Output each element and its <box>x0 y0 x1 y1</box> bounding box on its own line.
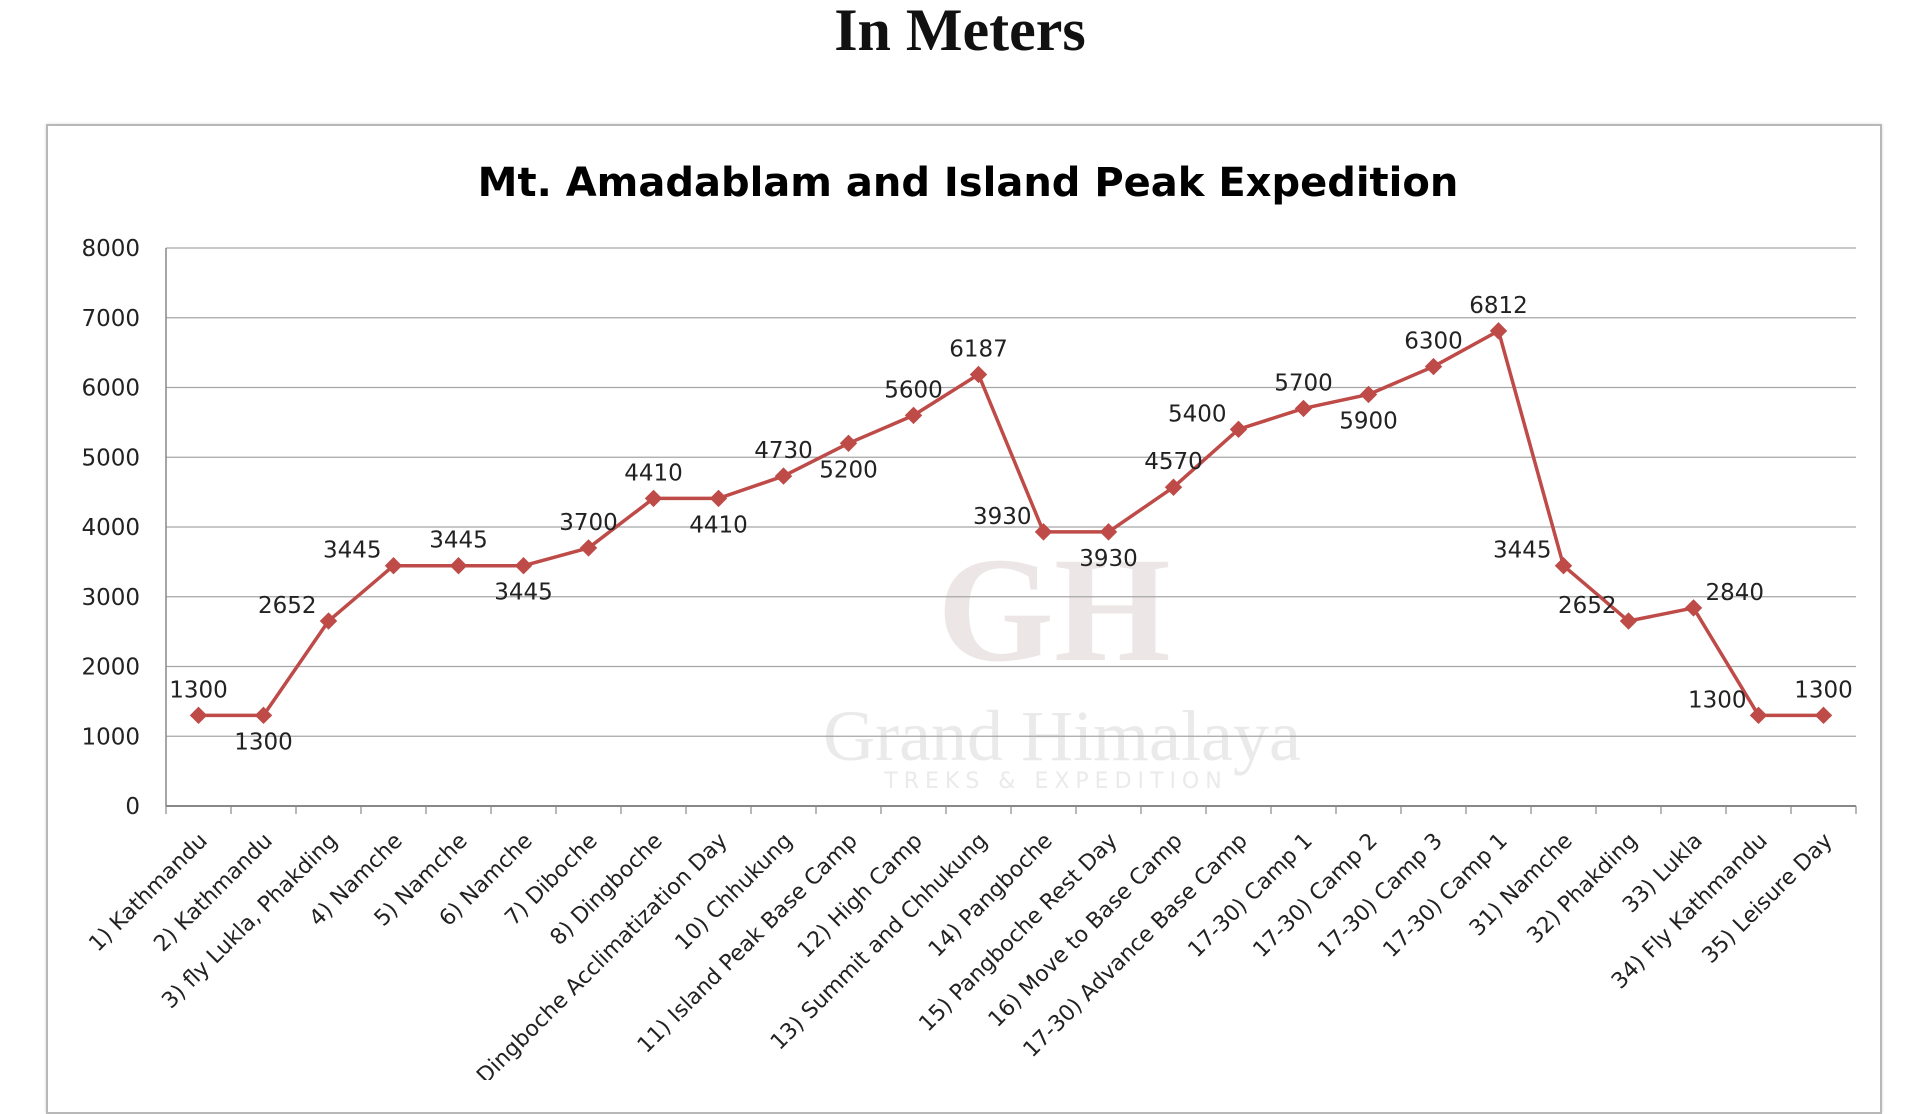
data-label: 2652 <box>258 593 317 619</box>
data-label: 1300 <box>169 677 228 703</box>
x-category-label: 2) Kathmandu <box>149 829 277 957</box>
series-group <box>189 322 1833 725</box>
data-label: 5600 <box>884 377 943 403</box>
data-label: 3445 <box>323 538 382 564</box>
data-label: 4410 <box>689 512 748 538</box>
data-point-marker <box>1229 420 1248 439</box>
data-point-marker <box>579 539 598 557</box>
data-label: 5200 <box>819 457 878 483</box>
data-label: 4570 <box>1144 449 1203 475</box>
data-point-marker <box>1359 385 1378 404</box>
series-line <box>198 329 1824 718</box>
data-label: 6812 <box>1469 293 1528 319</box>
data-label: 6300 <box>1404 329 1463 355</box>
data-label: 3700 <box>559 510 618 536</box>
chart-title: Mt. Amadablam and Island Peak Expedition <box>478 160 1459 206</box>
data-label: 3930 <box>973 504 1032 530</box>
y-tick-label: 0 <box>125 794 140 820</box>
data-point-marker <box>1034 523 1053 541</box>
x-category-label: 8) Dingboche <box>546 829 668 951</box>
data-label: 5700 <box>1274 370 1333 396</box>
data-point-marker <box>709 489 728 508</box>
data-label: 6187 <box>949 336 1008 362</box>
y-tick-label: 8000 <box>81 236 140 262</box>
data-point-marker <box>254 706 273 725</box>
y-tick-label: 3000 <box>81 585 140 611</box>
data-label: 3930 <box>1079 546 1138 572</box>
watermark-monogram: GH <box>937 527 1170 693</box>
data-point-marker <box>1294 399 1313 418</box>
grid-lines <box>165 247 1857 814</box>
data-point-marker <box>189 706 208 725</box>
data-label: 3445 <box>429 528 488 554</box>
chart-container <box>46 124 1882 1114</box>
data-point-marker <box>644 489 663 508</box>
x-category-label: 32) Phakding <box>1523 829 1643 949</box>
data-label: 4730 <box>754 438 813 464</box>
data-point-marker <box>774 467 793 485</box>
page-heading: In Meters <box>834 0 1086 63</box>
data-point-marker <box>839 434 858 453</box>
data-label: 4410 <box>624 460 683 486</box>
data-point-marker <box>1554 557 1573 575</box>
data-point-marker <box>514 557 533 575</box>
x-category-label: 10) Chhukung <box>671 829 798 956</box>
data-point-marker <box>449 557 468 575</box>
chart-svg: GH Grand Himalaya TREKS & EXPEDITION Mt.… <box>81 160 1857 1080</box>
data-point-marker <box>1164 478 1183 496</box>
data-label: 3445 <box>1493 538 1552 564</box>
y-tick-label: 7000 <box>81 306 140 332</box>
y-tick-label: 1000 <box>81 724 140 750</box>
data-point-marker <box>969 365 988 384</box>
data-point-marker <box>1424 357 1443 376</box>
data-label: 5900 <box>1339 408 1398 434</box>
data-label: 1300 <box>1794 677 1853 703</box>
data-label: 5400 <box>1168 401 1227 427</box>
y-tick-label: 4000 <box>81 515 140 541</box>
data-label: 2652 <box>1558 593 1617 619</box>
data-point-marker <box>1489 322 1508 340</box>
data-label: 2840 <box>1706 580 1765 606</box>
data-point-marker <box>384 557 403 575</box>
data-point-marker <box>1619 612 1638 630</box>
y-tick-label: 2000 <box>81 655 140 681</box>
data-point-marker <box>1684 599 1703 617</box>
data-point-marker <box>1814 706 1833 725</box>
watermark-logo: GH Grand Himalaya TREKS & EXPEDITION <box>823 527 1301 794</box>
data-label: 1300 <box>1688 687 1747 713</box>
data-point-marker <box>1749 706 1768 725</box>
watermark-tagline: TREKS & EXPEDITION <box>883 769 1227 794</box>
data-label: 3445 <box>494 580 553 606</box>
y-tick-label: 6000 <box>81 376 140 402</box>
data-point-marker <box>319 612 338 630</box>
x-category-label: 1) Kathmandu <box>84 829 212 957</box>
y-axis-ticks: 0 1000 2000 3000 4000 5000 6000 7000 8000 <box>81 236 140 820</box>
data-point-marker <box>904 406 923 425</box>
y-tick-label: 5000 <box>81 445 140 471</box>
data-point-marker <box>1099 523 1118 541</box>
data-label: 1300 <box>234 729 293 755</box>
